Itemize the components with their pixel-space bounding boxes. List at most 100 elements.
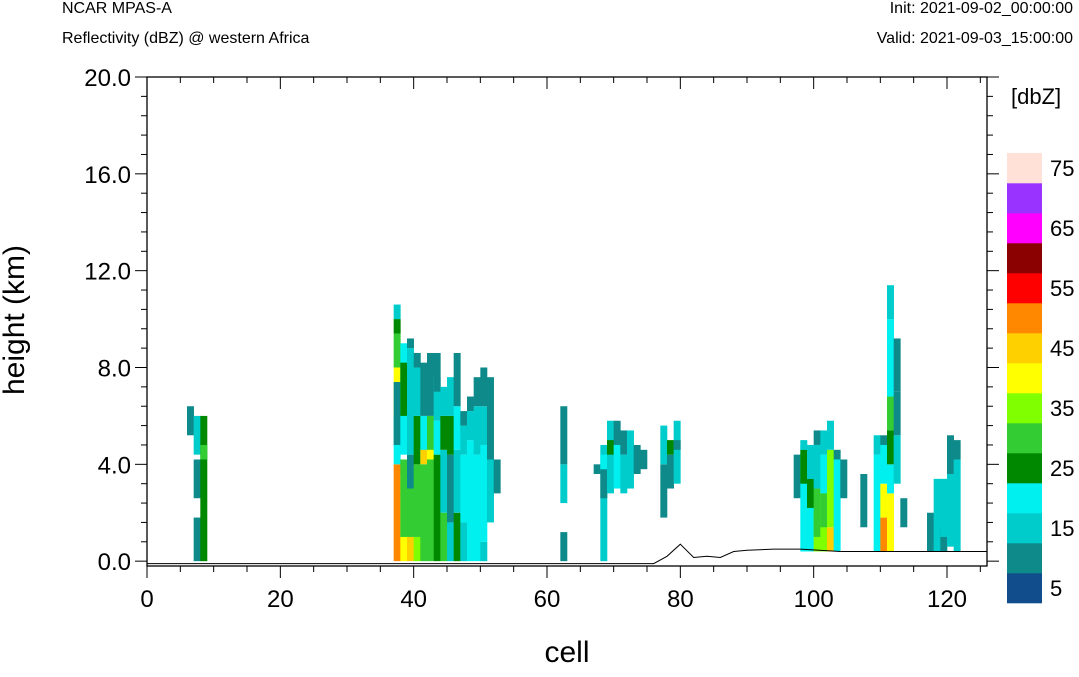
reflectivity-cell <box>673 420 681 484</box>
reflectivity-cell <box>427 449 434 460</box>
reflectivity-cell <box>193 459 201 499</box>
reflectivity-cell <box>420 449 428 465</box>
x-tick-label: 60 <box>534 586 561 613</box>
colorbar: 5 15 25 35 45 55 65 75 <box>1007 153 1074 604</box>
reflectivity-cell <box>593 464 601 475</box>
reflectivity-cell <box>480 444 488 542</box>
reflectivity-cell <box>447 415 454 455</box>
reflectivity-cell <box>887 493 894 552</box>
colorbar-label: 15 <box>1050 516 1074 541</box>
reflectivity-cell <box>813 430 821 445</box>
reflectivity-cell <box>933 478 941 552</box>
colorbar-swatch <box>1007 273 1042 304</box>
colorbar-swatch <box>1007 513 1042 544</box>
reflectivity-cell <box>813 488 821 537</box>
y-axis-title: height (km) <box>0 245 31 395</box>
reflectivity-cell <box>607 440 614 455</box>
reflectivity-cell <box>800 449 808 484</box>
reflectivity-cell <box>473 406 481 455</box>
reflectivity-cell <box>487 459 494 523</box>
x-axis-title: cell <box>544 636 589 669</box>
reflectivity-cell <box>407 348 414 455</box>
reflectivity-cell <box>827 420 834 450</box>
reflectivity-cell <box>633 444 641 475</box>
colorbar-swatch <box>1007 393 1042 424</box>
reflectivity-cell <box>460 425 468 455</box>
y-tick-label: 4.0 <box>98 452 131 479</box>
x-tick-label: 80 <box>667 586 694 613</box>
reflectivity-cell <box>407 338 414 349</box>
reflectivity-cell <box>460 454 468 523</box>
colorbar-title: [dbZ] <box>1011 84 1061 109</box>
reflectivity-cell <box>193 415 201 455</box>
reflectivity-cell <box>427 352 434 416</box>
reflectivity-cell <box>887 396 894 431</box>
reflectivity-cell <box>427 415 434 562</box>
reflectivity-cell <box>860 474 868 528</box>
init-time: Init: 2021-09-02_00:00:00 <box>889 0 1073 17</box>
reflectivity-cell <box>393 382 401 445</box>
colorbar-swatch <box>1007 453 1042 484</box>
reflectivity-cell <box>560 464 568 504</box>
axis-ticks <box>135 76 999 578</box>
reflectivity-cell <box>927 512 934 552</box>
x-tick-label: 20 <box>267 586 294 613</box>
reflectivity-cell <box>807 478 814 508</box>
reflectivity-cell <box>873 435 881 455</box>
reflectivity-cell <box>433 420 441 455</box>
reflectivity-cell <box>620 430 628 455</box>
reflectivity-cell <box>480 406 488 445</box>
reflectivity-cell <box>880 444 888 484</box>
reflectivity-cell <box>953 440 961 460</box>
reflectivity-cell <box>600 469 608 499</box>
reflectivity-cell <box>887 464 894 494</box>
reflectivity-cell <box>667 454 674 489</box>
x-tick-label: 40 <box>400 586 427 613</box>
reflectivity-cell <box>440 415 448 450</box>
colorbar-swatch <box>1007 543 1042 574</box>
valid-time: Valid: 2021-09-03_15:00:00 <box>876 30 1073 47</box>
reflectivity-cells <box>187 285 961 562</box>
reflectivity-cell <box>460 522 468 562</box>
x-tick-labels: 0 20 40 60 80 100 120 <box>140 586 967 613</box>
reflectivity-cell <box>880 517 888 552</box>
reflectivity-cell <box>413 536 421 562</box>
colorbar-label: 45 <box>1050 336 1074 361</box>
reflectivity-cell <box>660 464 668 518</box>
reflectivity-cell <box>613 444 621 489</box>
reflectivity-cell <box>467 440 474 562</box>
reflectivity-cell <box>820 430 828 455</box>
reflectivity-cell <box>940 527 948 552</box>
reflectivity-cell <box>200 415 208 562</box>
reflectivity-cell <box>447 377 454 416</box>
reflectivity-cell <box>600 454 608 470</box>
reflectivity-cell <box>453 449 461 513</box>
reflectivity-cell <box>480 541 488 562</box>
y-tick-label: 12.0 <box>84 259 131 286</box>
reflectivity-cell <box>400 459 408 537</box>
reflectivity-cell <box>833 449 841 460</box>
reflectivity-cell <box>893 338 901 392</box>
reflectivity-cell <box>433 454 441 562</box>
reflectivity-cell <box>627 430 634 489</box>
colorbar-swatch <box>1007 213 1042 244</box>
reflectivity-cell <box>560 532 568 562</box>
reflectivity-cell <box>447 454 454 523</box>
reflectivity-cell <box>453 512 461 562</box>
colorbar-label: 35 <box>1050 396 1074 421</box>
reflectivity-cell <box>600 444 608 562</box>
reflectivity-cell <box>947 474 954 547</box>
reflectivity-cell <box>620 454 628 494</box>
reflectivity-cell <box>820 493 828 528</box>
reflectivity-cell <box>433 352 441 392</box>
reflectivity-cell <box>413 352 421 368</box>
reflectivity-cell <box>880 483 888 518</box>
x-tick-label: 120 <box>927 586 967 613</box>
colorbar-label: 55 <box>1050 276 1074 301</box>
reflectivity-cell <box>440 386 448 416</box>
field-title: Reflectivity (dBZ) @ western Africa <box>62 30 310 47</box>
reflectivity-cell <box>800 444 808 552</box>
reflectivity-cell <box>887 430 894 465</box>
reflectivity-cell <box>440 449 448 513</box>
